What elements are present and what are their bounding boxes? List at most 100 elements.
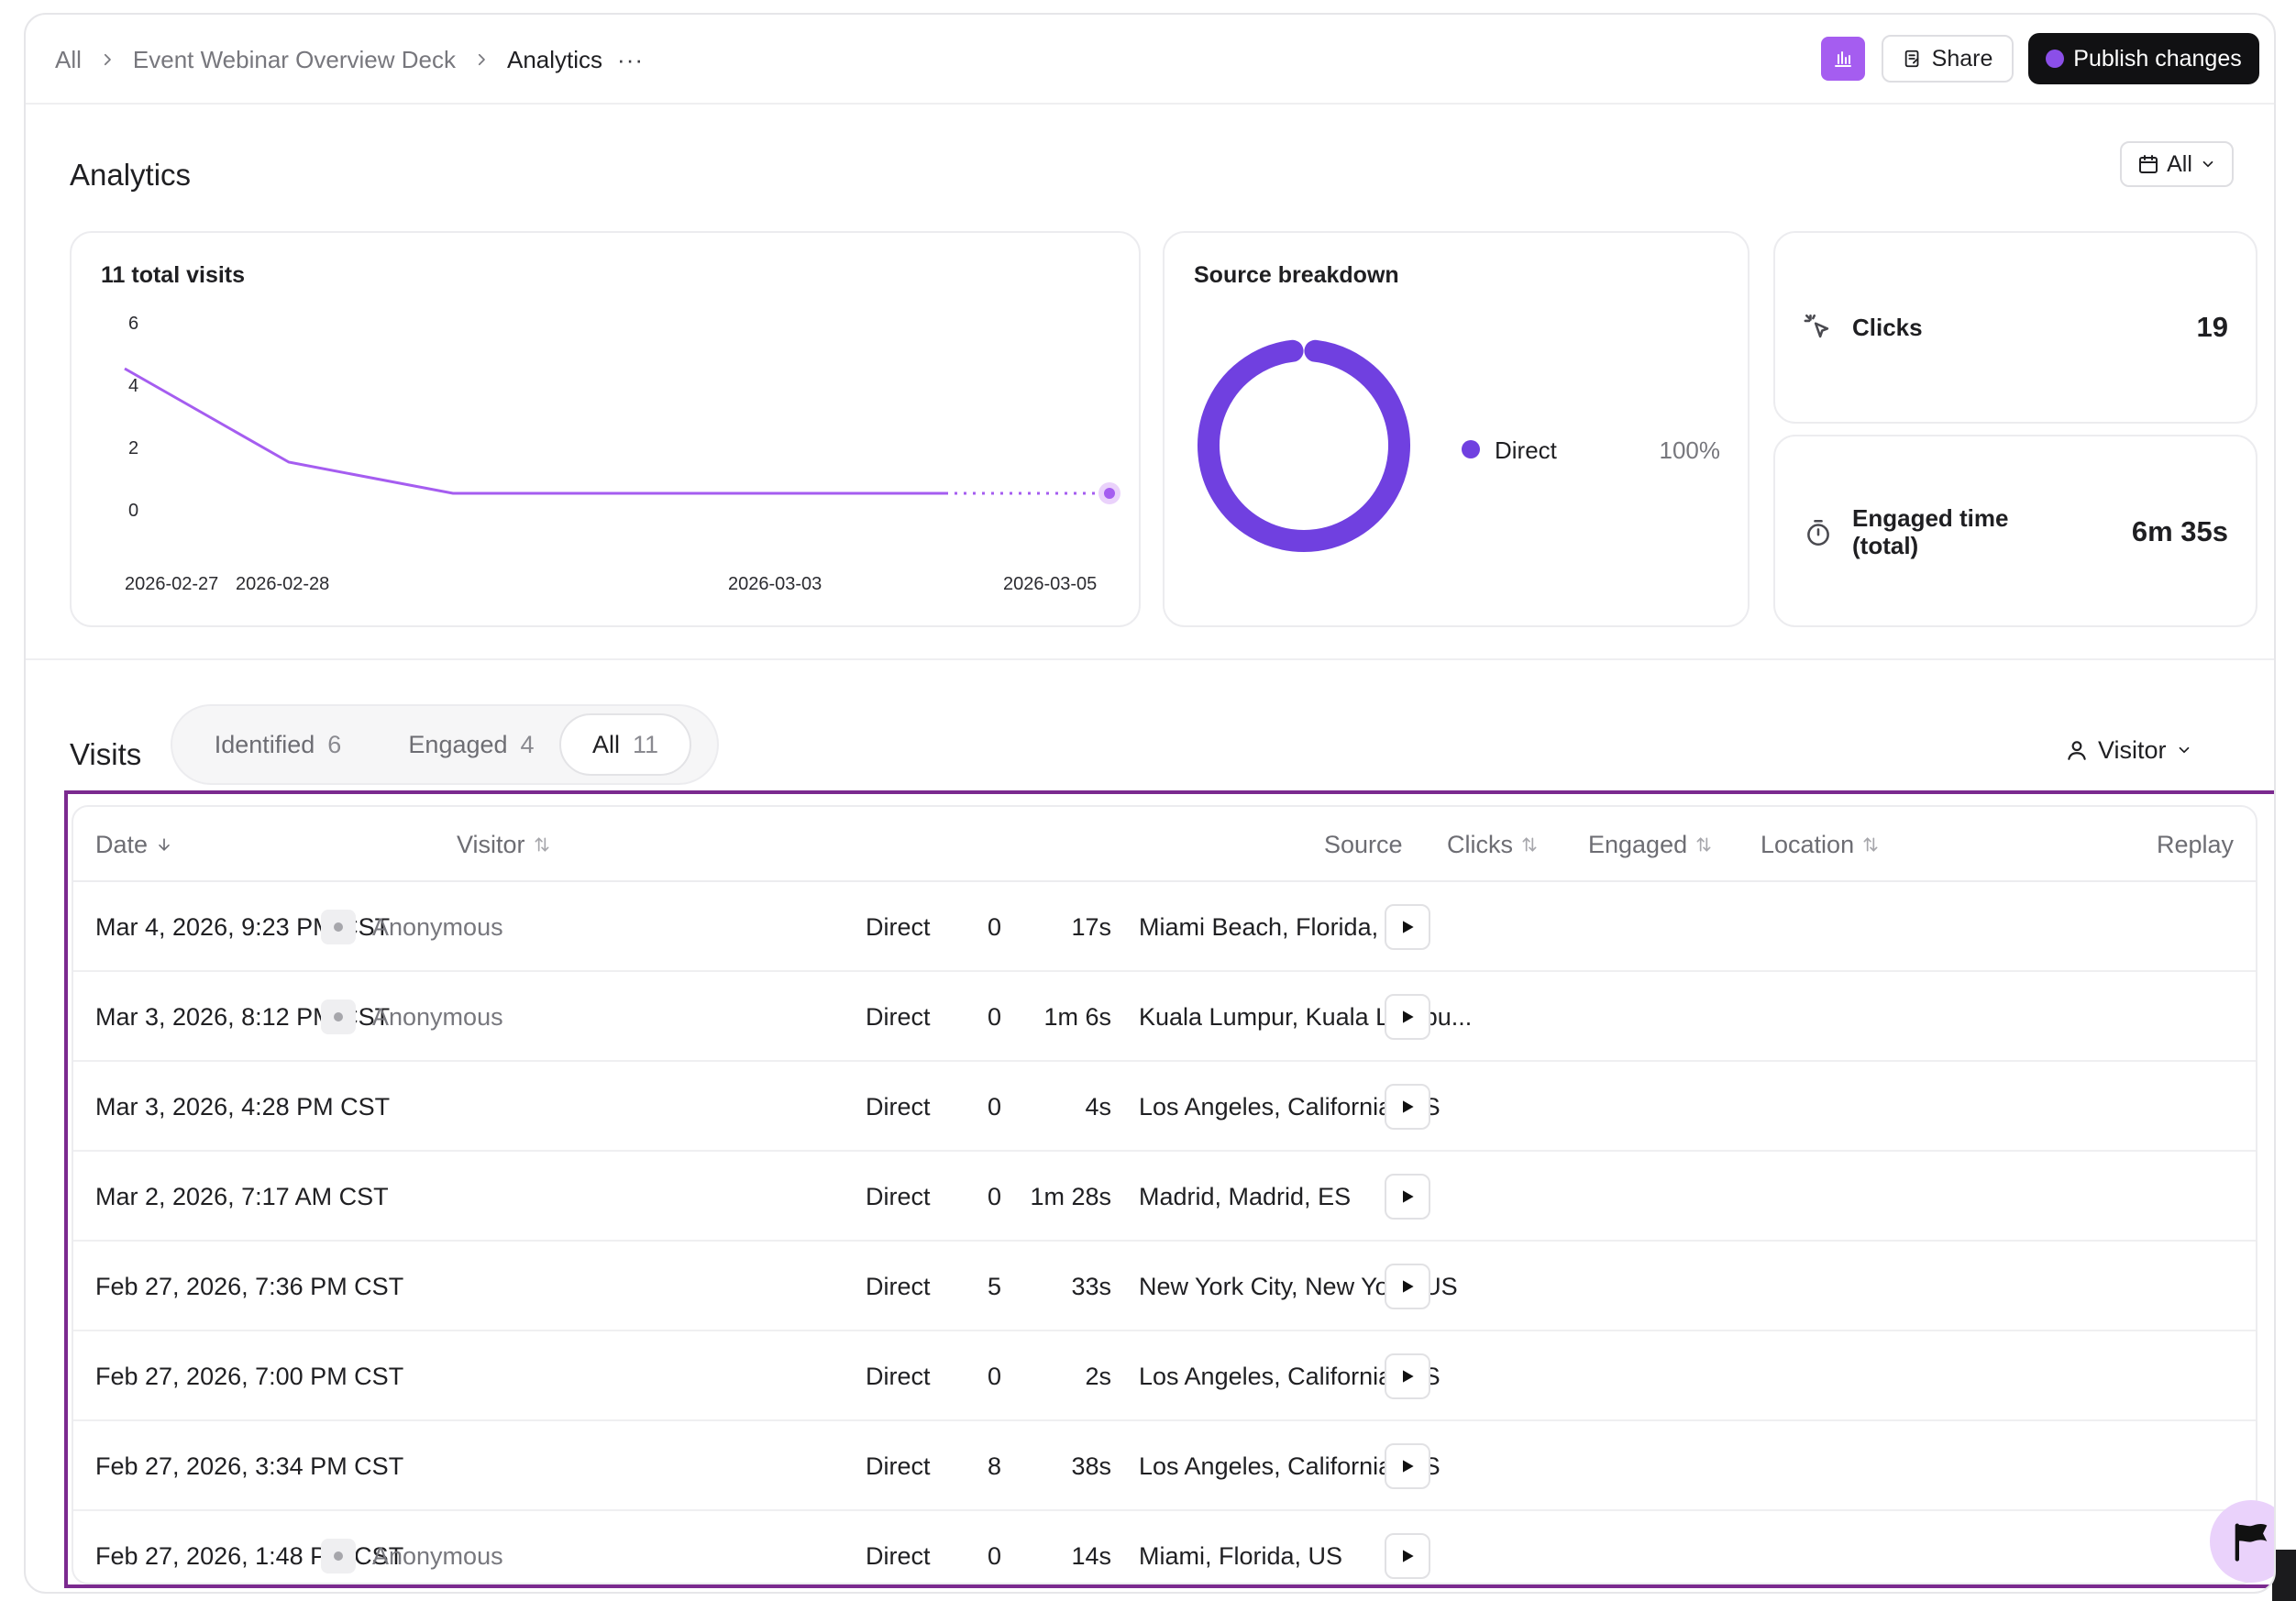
- replay-button[interactable]: [1385, 904, 1430, 950]
- anonymous-avatar-icon: [321, 999, 356, 1034]
- date-cell: Feb 27, 2026, 7:36 PM CST: [95, 1272, 404, 1300]
- table-row[interactable]: Feb 27, 2026, 3:34 PM CST Direct 8 38s L…: [73, 1421, 2256, 1511]
- chevron-down-icon: [2202, 160, 2213, 168]
- table-row[interactable]: Feb 27, 2026, 7:00 PM CST Direct 0 2s Lo…: [73, 1331, 2256, 1421]
- y-tick-label: 2: [128, 438, 139, 458]
- clicks-cell: 0: [987, 1541, 1001, 1570]
- anonymous-avatar-icon: [321, 910, 356, 944]
- analytics-button[interactable]: [1821, 37, 1865, 81]
- share-doc-icon: [1904, 50, 1919, 68]
- visits-series-line: [124, 367, 945, 495]
- chevron-right-icon: [470, 49, 492, 71]
- replay-button[interactable]: [1385, 994, 1430, 1040]
- breadcrumb-current: Analytics: [507, 45, 603, 73]
- clicks-cell: 0: [987, 1092, 1001, 1121]
- table-row[interactable]: Feb 27, 2026, 7:36 PM CST Direct 5 33s N…: [73, 1242, 2256, 1331]
- tab-all-label: All: [591, 730, 620, 758]
- table-row[interactable]: Mar 3, 2026, 8:12 PM CST Anonymous Direc…: [73, 972, 2256, 1062]
- table-row[interactable]: Mar 4, 2026, 9:23 PM CST Anonymous Direc…: [73, 882, 2256, 972]
- sort-icon: [1696, 837, 1711, 852]
- replay-button[interactable]: [1385, 1174, 1430, 1220]
- arrow-down-icon: [159, 838, 170, 852]
- help-button[interactable]: [2210, 1500, 2274, 1583]
- anonymous-avatar-icon: [321, 1539, 356, 1573]
- column-clicks[interactable]: Clicks: [1447, 807, 1539, 882]
- visits-table: Date Visitor Source Clicks Engaged Locat…: [72, 805, 2257, 1584]
- table-row[interactable]: Mar 3, 2026, 4:28 PM CST Direct 0 4s Los…: [73, 1062, 2256, 1152]
- sort-icon: [1522, 837, 1537, 852]
- x-tick-label: 2026-03-03: [728, 574, 822, 594]
- engaged-cell: 17s: [1071, 912, 1111, 941]
- replay-button[interactable]: [1385, 1353, 1430, 1399]
- clicks-cell: 5: [987, 1272, 1001, 1300]
- bar-chart-icon: [1835, 51, 1851, 67]
- legend-value-direct: 100%: [1659, 436, 1721, 464]
- tab-identified-label: Identified: [214, 730, 315, 758]
- replay-button[interactable]: [1385, 1533, 1430, 1579]
- tab-engaged[interactable]: Engaged 4: [380, 713, 563, 776]
- column-date[interactable]: Date: [95, 807, 173, 882]
- column-location-label: Location: [1761, 830, 1855, 858]
- engaged-cell: 33s: [1071, 1272, 1111, 1300]
- date-cell: Mar 2, 2026, 7:17 AM CST: [95, 1182, 389, 1210]
- selection-highlight: [64, 790, 2274, 1588]
- column-location[interactable]: Location: [1761, 807, 1880, 882]
- visitor-name: Anonymous: [372, 1002, 503, 1031]
- source-cell: Direct: [866, 1002, 931, 1031]
- column-visitor[interactable]: Visitor: [457, 807, 551, 882]
- source-breakdown-title: Source breakdown: [1194, 262, 1399, 288]
- column-clicks-label: Clicks: [1447, 830, 1513, 858]
- source-cell: Direct: [866, 1182, 931, 1210]
- user-icon: [2068, 741, 2086, 760]
- engaged-label-line1: Engaged time: [1852, 504, 2009, 532]
- tab-identified-count: 6: [327, 730, 342, 758]
- x-tick-label: 2026-02-27: [125, 574, 219, 594]
- play-icon: [1403, 1280, 1414, 1293]
- visitor-filter-dropdown[interactable]: Visitor: [2065, 732, 2192, 768]
- engaged-stat-card: Engaged time (total) 6m 35s: [1773, 435, 2257, 627]
- window-shadow: [2272, 1550, 2296, 1601]
- stopwatch-icon: [1807, 519, 1829, 547]
- play-icon: [1403, 1100, 1414, 1113]
- replay-button[interactable]: [1385, 1264, 1430, 1309]
- tab-all-count: 11: [632, 730, 659, 758]
- tab-all[interactable]: All 11: [559, 713, 691, 776]
- calendar-icon: [2139, 155, 2158, 173]
- column-engaged[interactable]: Engaged: [1588, 807, 1713, 882]
- breadcrumb-all[interactable]: All: [55, 45, 82, 73]
- breadcrumb-deck[interactable]: Event Webinar Overview Deck: [132, 45, 456, 73]
- clicks-label: Clicks: [1852, 314, 1923, 341]
- source-cell: Direct: [866, 1362, 931, 1390]
- current-point: [1104, 488, 1115, 499]
- table-row[interactable]: Mar 2, 2026, 7:17 AM CST Direct 0 1m 28s…: [73, 1152, 2256, 1242]
- legend-label-direct: Direct: [1495, 436, 1557, 464]
- date-range-dropdown[interactable]: All: [2120, 141, 2234, 187]
- visitor-cell: Anonymous: [321, 882, 503, 972]
- column-replay: Replay: [2157, 807, 2234, 882]
- date-range-label: All: [2167, 150, 2192, 177]
- table-header: Date Visitor Source Clicks Engaged Locat…: [73, 807, 2256, 882]
- source-cell: Direct: [866, 1092, 931, 1121]
- tab-engaged-count: 4: [520, 730, 535, 758]
- section-divider: [26, 658, 2274, 660]
- date-cell: Feb 27, 2026, 7:00 PM CST: [95, 1362, 404, 1390]
- sort-icon: [535, 837, 549, 852]
- table-row[interactable]: Feb 27, 2026, 1:48 PM CST Anonymous Dire…: [73, 1511, 2256, 1583]
- y-tick-label: 6: [128, 314, 139, 334]
- publish-changes-button[interactable]: Publish changes: [2028, 33, 2259, 84]
- analytics-title: Analytics: [70, 158, 192, 192]
- tab-engaged-label: Engaged: [408, 730, 508, 758]
- replay-button[interactable]: [1385, 1084, 1430, 1130]
- visitor-cell: Anonymous: [321, 1511, 503, 1583]
- source-cell: Direct: [866, 912, 931, 941]
- play-icon: [1403, 1190, 1414, 1203]
- column-source-label: Source: [1324, 830, 1403, 858]
- location-cell: Madrid, Madrid, ES: [1139, 1182, 1352, 1210]
- tab-identified[interactable]: Identified 6: [182, 713, 374, 776]
- chevron-down-icon: [2179, 746, 2189, 754]
- share-button[interactable]: Share: [1882, 35, 2014, 83]
- engaged-cell: 4s: [1085, 1092, 1111, 1121]
- replay-button[interactable]: [1385, 1443, 1430, 1489]
- more-options-icon[interactable]: ···: [617, 45, 645, 73]
- visitor-cell: Anonymous: [321, 972, 503, 1062]
